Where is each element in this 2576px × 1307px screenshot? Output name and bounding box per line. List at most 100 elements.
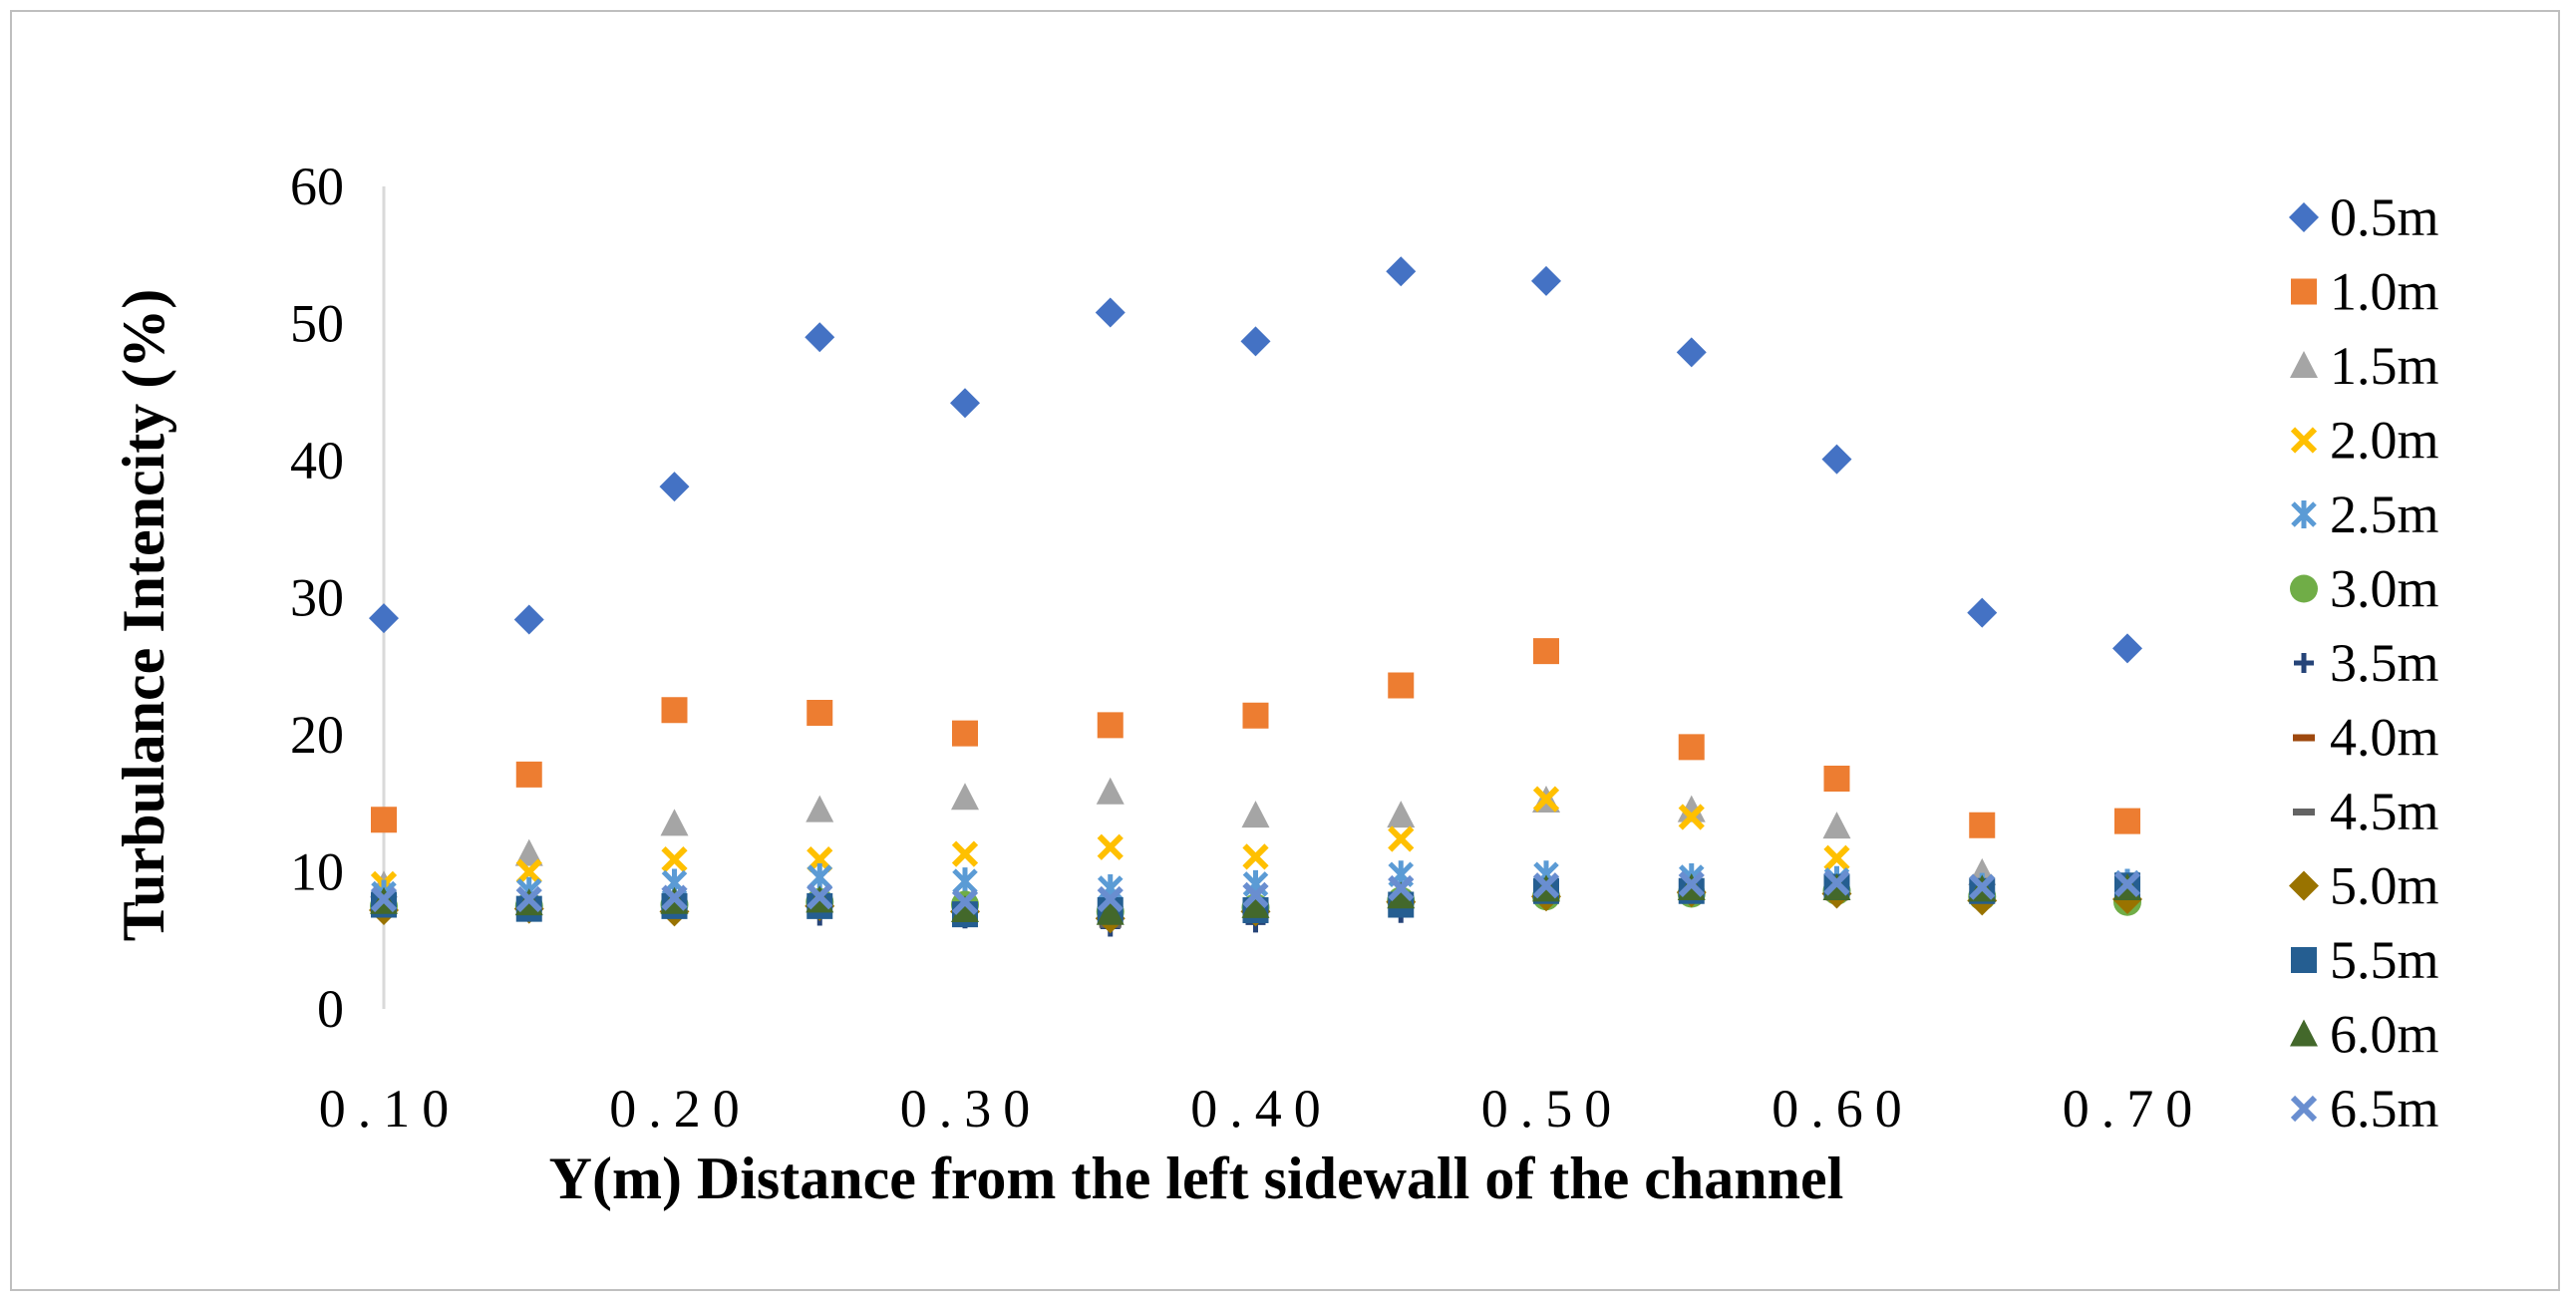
data-point xyxy=(952,720,978,747)
data-point xyxy=(806,883,833,910)
data-point xyxy=(1677,795,1706,822)
data-point xyxy=(1967,597,1998,628)
data-point xyxy=(1969,812,1996,838)
data-point xyxy=(806,700,833,726)
series-1.0m xyxy=(371,638,2140,838)
y-tick-label: 30 xyxy=(290,568,344,628)
legend-label: 6.5m xyxy=(2330,1079,2439,1139)
legend-item-3.0m: 3.0m xyxy=(2290,559,2439,619)
y-tick-label: 10 xyxy=(290,842,344,902)
legend-label: 4.5m xyxy=(2330,782,2439,841)
data-point xyxy=(661,884,688,911)
data-point xyxy=(1386,256,1417,287)
legend-marker xyxy=(2289,870,2319,901)
data-point xyxy=(371,807,397,833)
data-point xyxy=(1388,874,1415,902)
data-point xyxy=(1387,881,1416,909)
data-point xyxy=(514,838,543,866)
legend-item-5.0m: 5.0m xyxy=(2289,856,2439,916)
legend-marker xyxy=(2290,427,2318,454)
data-point xyxy=(1678,870,1705,897)
data-point xyxy=(1678,804,1705,830)
data-point xyxy=(1242,881,1269,908)
legend-marker xyxy=(2293,809,2315,816)
data-point xyxy=(1533,638,1559,665)
legend-item-1.5m: 1.5m xyxy=(2290,336,2439,396)
legend-marker xyxy=(2290,351,2318,378)
legend-marker xyxy=(2289,202,2319,232)
legend-marker xyxy=(2293,734,2315,742)
data-point xyxy=(2113,870,2141,897)
legend-item-2.5m: 2.5m xyxy=(2291,485,2439,544)
data-point xyxy=(1097,712,1124,739)
data-point xyxy=(1096,777,1125,805)
data-point xyxy=(951,783,979,811)
legend: 0.5m 1.0m 1.5m 2.0m 2.5m 3.0m 3.5m 4.0m 4.5m 5.0m… xyxy=(2289,187,2439,1139)
x-tick-label: 0.30 xyxy=(900,1079,1043,1139)
x-tick-label: 0.60 xyxy=(1771,1079,1914,1139)
legend-marker xyxy=(2291,278,2317,305)
x-tick-labels: 0.10 0.20 0.30 0.40 0.50 0.60 0.70 xyxy=(319,1079,2205,1139)
data-point xyxy=(1821,444,1852,475)
data-point xyxy=(1096,897,1125,925)
data-point xyxy=(1823,869,1850,896)
legend-label: 5.5m xyxy=(2330,930,2439,990)
legend-label: 1.5m xyxy=(2330,336,2439,396)
data-point xyxy=(1241,890,1270,918)
y-axis-title: Turbulance Intencity (%) xyxy=(111,289,176,942)
y-tick-label: 50 xyxy=(290,294,344,354)
data-point xyxy=(951,895,979,922)
data-point xyxy=(1532,786,1560,813)
data-point xyxy=(1097,885,1124,913)
y-tick-label: 40 xyxy=(290,431,344,490)
data-point xyxy=(370,885,398,913)
legend-marker xyxy=(2291,947,2317,973)
data-point xyxy=(1095,297,1126,328)
data-point xyxy=(1242,702,1269,729)
data-point xyxy=(515,761,542,788)
data-point xyxy=(1532,872,1560,899)
data-point xyxy=(1969,873,1996,900)
legend-item-6.0m: 6.0m xyxy=(2290,1005,2439,1065)
data-point xyxy=(2112,633,2142,664)
data-point xyxy=(369,603,399,634)
x-axis-title: Y(m) Distance from the left sidewall of … xyxy=(549,1145,1844,1211)
x-tick-label: 0.20 xyxy=(609,1079,752,1139)
data-point xyxy=(659,472,690,502)
legend-marker xyxy=(2291,500,2317,528)
series-6.5m xyxy=(370,869,2141,915)
legend-label: 2.0m xyxy=(2330,411,2439,471)
legend-marker xyxy=(2290,1095,2318,1123)
legend-label: 5.0m xyxy=(2330,856,2439,916)
data-point xyxy=(1678,734,1705,761)
data-point xyxy=(1676,337,1707,368)
data-point xyxy=(1241,801,1270,828)
x-tick-label: 0.50 xyxy=(1481,1079,1624,1139)
legend-marker xyxy=(2290,574,2318,603)
data-point xyxy=(515,885,542,913)
x-tick-label: 0.10 xyxy=(319,1079,462,1139)
data-point xyxy=(950,388,980,419)
data-point xyxy=(1388,825,1415,852)
legend-item-6.5m: 6.5m xyxy=(2290,1079,2439,1139)
data-point xyxy=(952,867,978,896)
data-point xyxy=(951,888,979,915)
x-tick-label: 0.70 xyxy=(2063,1079,2205,1139)
legend-marker xyxy=(2294,653,2314,673)
legend-label: 1.0m xyxy=(2330,262,2439,322)
y-tick-label: 0 xyxy=(317,979,344,1039)
legend-item-3.5m: 3.5m xyxy=(2294,633,2439,693)
data-points xyxy=(369,256,2142,937)
legend-item-4.5m: 4.5m xyxy=(2293,782,2439,841)
data-point xyxy=(1387,801,1416,828)
data-point xyxy=(1822,812,1851,839)
legend-label: 0.5m xyxy=(2330,187,2439,247)
y-tick-labels: 0 10 20 30 40 50 60 xyxy=(290,157,344,1039)
data-point xyxy=(2114,808,2140,834)
legend-item-4.0m: 4.0m xyxy=(2293,708,2439,768)
series-0.5m xyxy=(369,256,2142,664)
y-tick-label: 60 xyxy=(290,157,344,216)
data-point xyxy=(1823,766,1850,792)
data-point xyxy=(1097,833,1124,860)
